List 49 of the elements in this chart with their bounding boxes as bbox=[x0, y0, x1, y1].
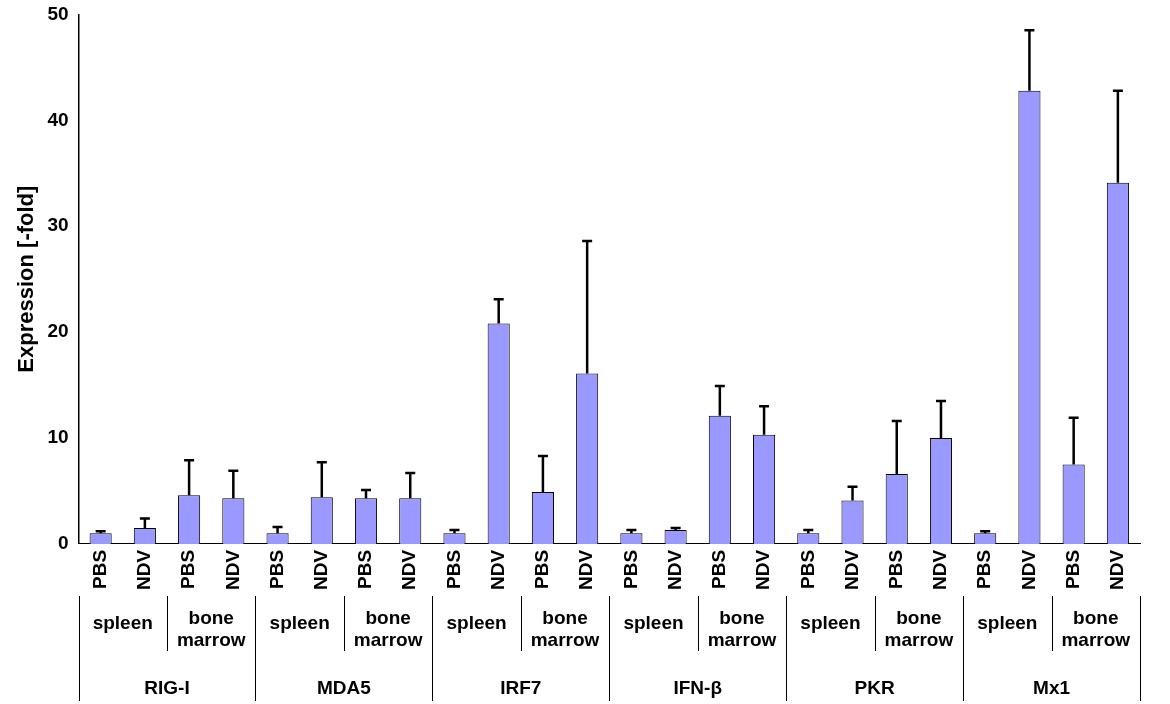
x-tick-label: NDV bbox=[840, 549, 862, 591]
text: spleen bbox=[800, 611, 861, 633]
x-tick-label: NDV bbox=[575, 549, 597, 591]
text: bone marrow bbox=[1061, 606, 1131, 650]
x-tick-label: NDV bbox=[486, 549, 508, 591]
x-tick-label: NDV bbox=[310, 549, 332, 591]
text: MDA5 bbox=[316, 677, 372, 699]
x-tick-label: NDV bbox=[929, 549, 951, 591]
x-tick-label: PBS bbox=[619, 549, 641, 589]
x-tick-label: NDV bbox=[221, 549, 243, 591]
x-tick-label: PBS bbox=[531, 549, 553, 589]
x-tick-label: NDV bbox=[1017, 549, 1039, 591]
x-tick-label: NDV bbox=[752, 549, 774, 591]
x-tick-label: NDV bbox=[663, 549, 685, 591]
x-tick-label: PBS bbox=[1061, 549, 1083, 589]
text: IFN-β bbox=[673, 677, 722, 699]
text: bone marrow bbox=[176, 606, 246, 650]
x-tick-label: PBS bbox=[88, 549, 110, 589]
text: spleen bbox=[623, 611, 684, 633]
y-tick-label: 30 bbox=[47, 214, 69, 236]
x-tick-label: PBS bbox=[796, 549, 818, 589]
text: bone marrow bbox=[530, 606, 600, 650]
x-tick-label: PBS bbox=[973, 549, 995, 589]
y-axis-title: Expression [-fold] bbox=[13, 185, 39, 373]
x-tick-label: PBS bbox=[708, 549, 730, 589]
x-tick-label: PBS bbox=[884, 549, 906, 589]
text: RIG-I bbox=[144, 677, 190, 699]
text: bone marrow bbox=[884, 606, 954, 650]
text: bone marrow bbox=[707, 606, 777, 650]
y-tick-label: 0 bbox=[57, 532, 69, 554]
text: PKR bbox=[854, 677, 895, 699]
text: spleen bbox=[446, 611, 507, 633]
text: spleen bbox=[92, 611, 153, 633]
x-tick-label: NDV bbox=[398, 549, 420, 591]
x-tick-label: PBS bbox=[265, 549, 287, 589]
x-tick-label: PBS bbox=[354, 549, 376, 589]
x-tick-label: NDV bbox=[133, 549, 155, 591]
y-tick-label: 40 bbox=[47, 108, 69, 130]
text: spleen bbox=[977, 611, 1038, 633]
text: spleen bbox=[269, 611, 330, 633]
y-tick-label: 20 bbox=[47, 320, 69, 342]
x-tick-label: PBS bbox=[177, 549, 199, 589]
text: bone marrow bbox=[353, 606, 423, 650]
y-tick-label: 50 bbox=[47, 2, 69, 24]
x-tick-label: NDV bbox=[1106, 549, 1128, 591]
text: IRF7 bbox=[500, 677, 542, 699]
y-tick-label: 10 bbox=[47, 426, 69, 448]
x-tick-label: PBS bbox=[442, 549, 464, 589]
text: Mx1 bbox=[1033, 677, 1071, 699]
